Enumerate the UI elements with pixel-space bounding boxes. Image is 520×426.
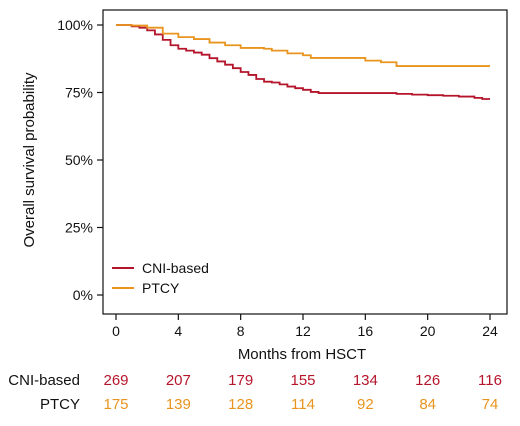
plot-area (102, 9, 508, 315)
x-axis-title: Months from HSCT (238, 346, 366, 363)
risk-table: CNI-based 269 207 179 155 134 126 116 PTCY 175 139… (8, 372, 502, 413)
curve-ptcy (116, 24, 490, 67)
x-tick-label: 8 (237, 323, 245, 339)
survival-curves (116, 24, 490, 100)
legend-label-cni-based: CNI-based (142, 260, 209, 276)
risk-count-cni-based: 269 (103, 372, 128, 389)
risk-row-label-cni-based: CNI-based (8, 372, 80, 389)
risk-count-cni-based: 207 (166, 372, 191, 389)
risk-count-ptcy: 175 (103, 396, 128, 413)
risk-count-cni-based: 126 (415, 372, 440, 389)
y-tick-label: 75% (65, 85, 93, 101)
x-tick-label: 16 (358, 323, 374, 339)
risk-count-ptcy: 92 (357, 396, 374, 413)
legend-label-ptcy: PTCY (142, 280, 180, 296)
risk-count-cni-based: 155 (290, 372, 315, 389)
x-tick-label: 0 (112, 323, 120, 339)
risk-count-cni-based: 116 (478, 372, 502, 389)
x-tick-label: 24 (482, 323, 498, 339)
curve-cni-based (116, 24, 490, 100)
y-tick-label: 0% (73, 287, 93, 303)
y-tick-label: 25% (65, 220, 93, 236)
y-tick-label: 100% (57, 17, 93, 33)
risk-count-cni-based: 134 (353, 372, 378, 389)
x-axis: 0 4 8 12 16 20 24 (112, 314, 498, 339)
plot-border (102, 9, 508, 315)
risk-count-ptcy: 84 (419, 396, 436, 413)
risk-count-cni-based: 179 (228, 372, 253, 389)
risk-count-ptcy: 74 (482, 396, 499, 413)
legend: CNI-based PTCY (112, 260, 209, 296)
x-tick-label: 12 (295, 323, 311, 339)
risk-row-label-ptcy: PTCY (40, 396, 80, 413)
y-axis: 0% 25% 50% 75% 100% (57, 17, 103, 303)
y-tick-label: 50% (65, 152, 93, 168)
risk-count-ptcy: 114 (291, 396, 315, 413)
x-tick-label: 4 (174, 323, 182, 339)
risk-count-ptcy: 128 (228, 396, 253, 413)
x-tick-label: 20 (420, 323, 436, 339)
risk-count-ptcy: 139 (166, 396, 191, 413)
y-axis-title: Overall survival probability (21, 72, 38, 248)
